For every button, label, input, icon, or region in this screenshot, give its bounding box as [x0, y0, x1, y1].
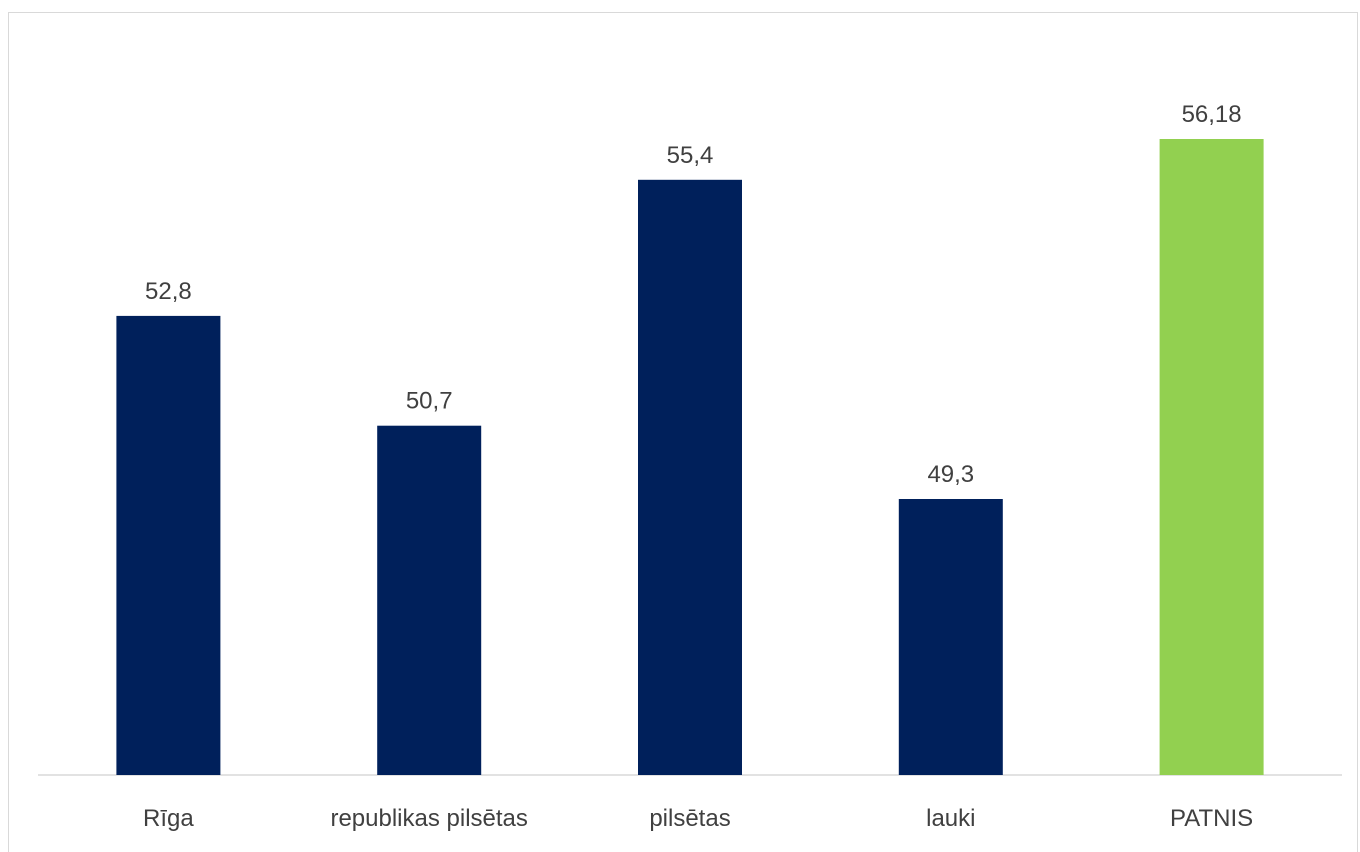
data-label-3: 49,3	[927, 461, 974, 488]
bar-1	[377, 425, 482, 775]
data-label-0: 52,8	[145, 278, 192, 305]
bars-group	[116, 139, 1264, 776]
data-labels-group: 52,8 50,7 55,4 49,3 56,18	[145, 101, 1242, 488]
bar-3	[898, 499, 1003, 775]
x-tick-label-4: PATNIS	[1170, 805, 1253, 832]
x-tick-label-0: Rīga	[143, 805, 194, 832]
data-label-1: 50,7	[406, 388, 453, 415]
x-tick-label-3: lauki	[926, 805, 975, 832]
x-tick-labels-group: Rīga republikas pilsētas pilsētas lauki PATN…	[143, 805, 1253, 832]
x-tick-label-1: republikas pilsētas	[330, 805, 527, 832]
bar-0	[116, 315, 221, 775]
data-label-4: 56,18	[1182, 101, 1242, 128]
bar-2	[638, 179, 742, 776]
data-label-2: 55,4	[667, 142, 714, 169]
bar-4	[1159, 139, 1264, 775]
chart-frame	[8, 12, 1358, 852]
x-tick-label-2: pilsētas	[649, 805, 730, 832]
